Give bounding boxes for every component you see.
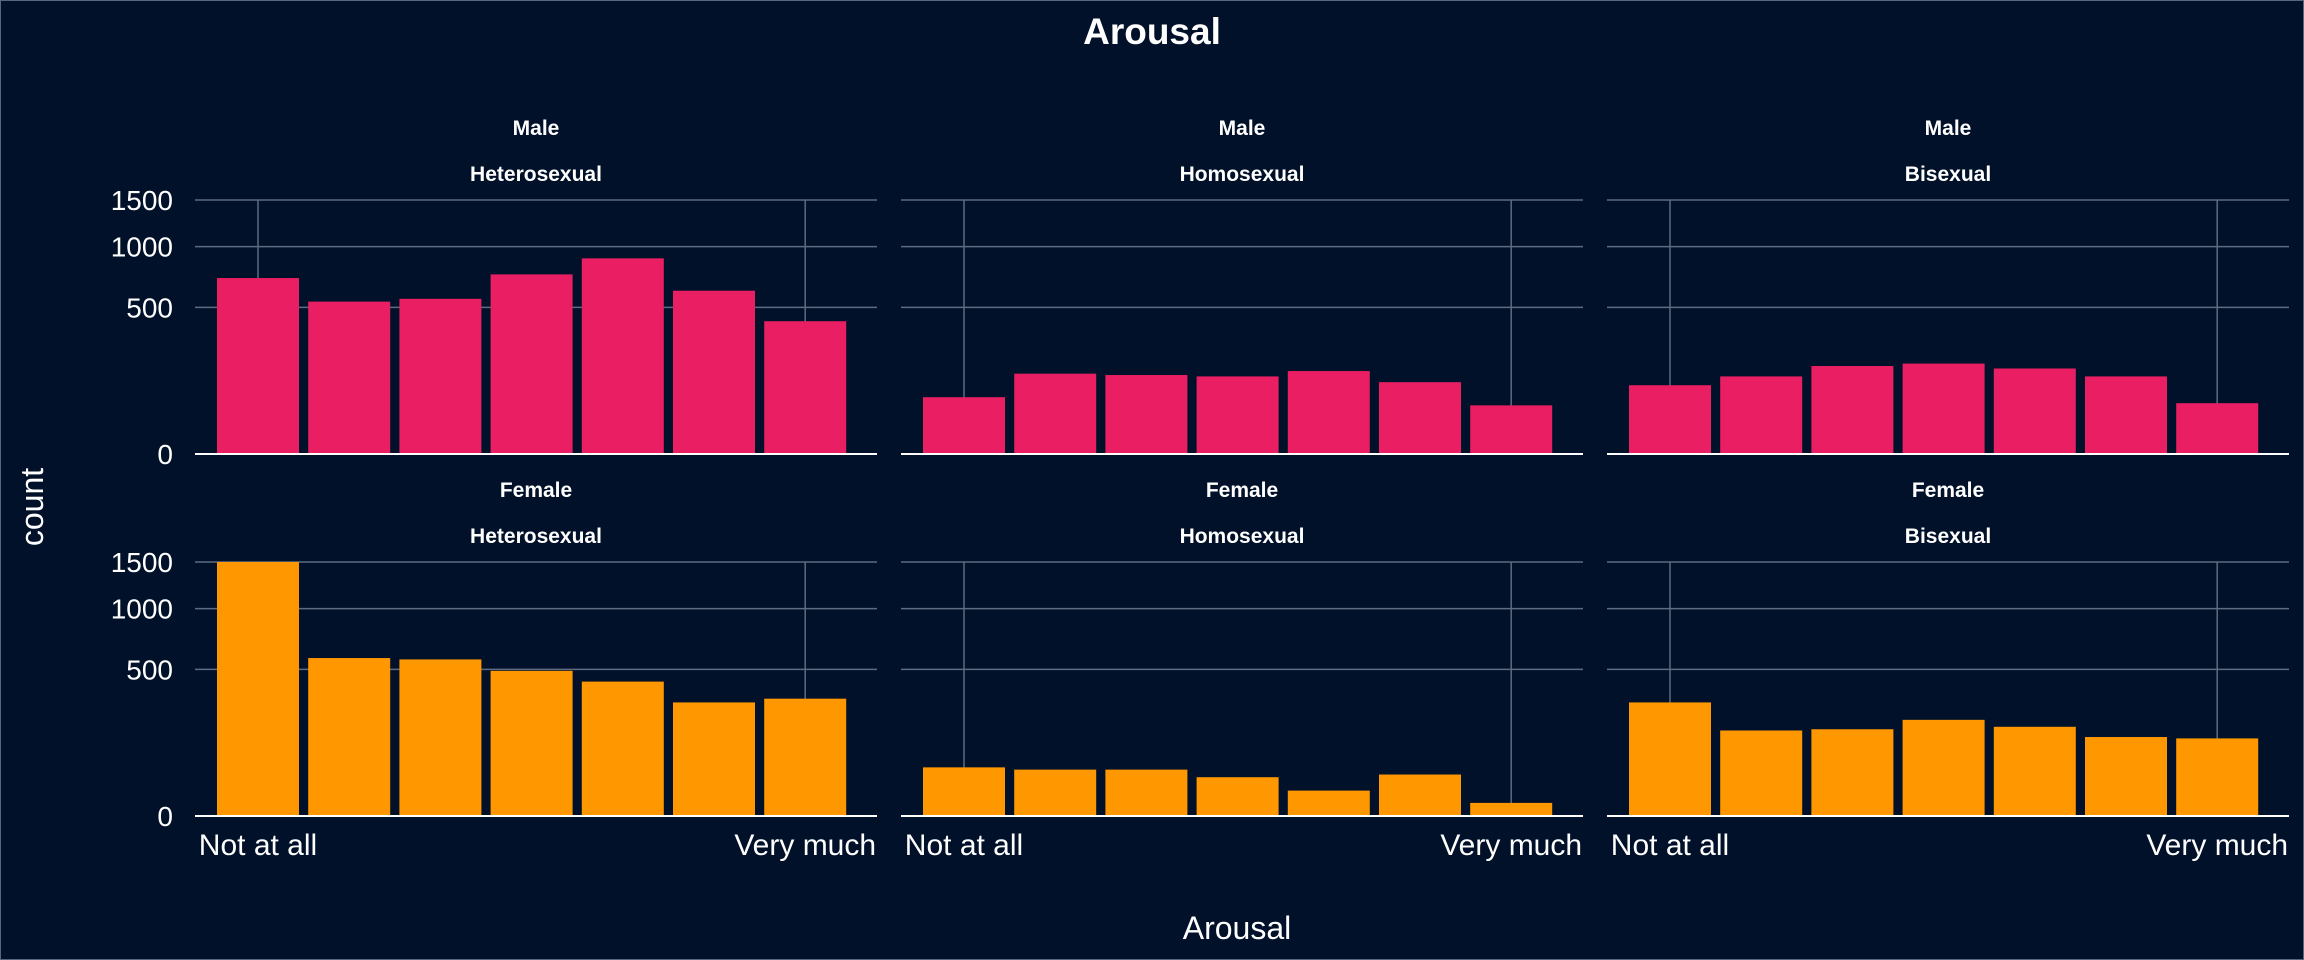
panel-female-homosexual: Female Homosexual Not at all Very much bbox=[901, 479, 1583, 862]
x-tick-label: Very much bbox=[2146, 829, 2288, 862]
x-tick-label: Very much bbox=[734, 829, 876, 862]
bar bbox=[1993, 726, 2076, 816]
bar bbox=[1720, 730, 1803, 816]
bar bbox=[1811, 729, 1894, 816]
bar bbox=[923, 397, 1005, 454]
x-tick-label: Very much bbox=[1440, 829, 1582, 862]
panel-female-heterosexual: Female Heterosexual 0 500 1000 1500 Not at all… bbox=[111, 479, 877, 862]
bar bbox=[1014, 769, 1097, 816]
bar bbox=[1993, 368, 2076, 454]
bar bbox=[1287, 371, 1370, 454]
bar bbox=[1470, 802, 1553, 816]
strip-label-orientation: Bisexual bbox=[1905, 163, 1991, 186]
bar bbox=[1379, 774, 1461, 816]
bar bbox=[1196, 777, 1279, 816]
bar bbox=[217, 562, 299, 816]
bar bbox=[1629, 702, 1711, 816]
bar bbox=[1720, 376, 1803, 454]
bar bbox=[2176, 403, 2259, 454]
y-tick-label: 1500 bbox=[111, 185, 173, 216]
bar bbox=[1629, 385, 1711, 454]
y-axis-title: count bbox=[14, 468, 50, 546]
x-axis-title: Arousal bbox=[1183, 910, 1292, 946]
bar bbox=[217, 278, 299, 454]
bar bbox=[2085, 737, 2167, 816]
bar bbox=[308, 301, 391, 454]
strip-label-orientation: Heterosexual bbox=[470, 163, 602, 186]
strip-label-gender: Male bbox=[1219, 117, 1266, 140]
x-tick-label: Not at all bbox=[199, 829, 317, 862]
strip-label-gender: Male bbox=[513, 117, 560, 140]
strip-label-gender: Female bbox=[1206, 479, 1278, 502]
bar bbox=[1014, 373, 1097, 454]
bar bbox=[308, 658, 391, 816]
bar bbox=[923, 767, 1005, 816]
strip-label-gender: Male bbox=[1925, 117, 1972, 140]
y-tick-label: 500 bbox=[126, 654, 173, 685]
bar bbox=[1470, 405, 1553, 454]
bar bbox=[1902, 363, 1985, 454]
panel-male-homosexual: Male Homosexual bbox=[901, 117, 1583, 455]
bar bbox=[1287, 790, 1370, 816]
bar bbox=[1105, 375, 1188, 454]
y-tick-label: 500 bbox=[126, 292, 173, 323]
bar bbox=[399, 659, 482, 816]
strip-label-gender: Female bbox=[1912, 479, 1984, 502]
bar bbox=[1902, 719, 1985, 816]
chart-title: Arousal bbox=[1083, 11, 1221, 52]
bar bbox=[673, 702, 755, 816]
bar bbox=[1105, 769, 1188, 816]
y-tick-label: 1000 bbox=[111, 232, 173, 263]
bar bbox=[1196, 376, 1279, 454]
bar bbox=[2176, 738, 2259, 816]
bar bbox=[1811, 366, 1894, 454]
panel-male-bisexual: Male Bisexual bbox=[1607, 117, 2289, 455]
y-tick-label: 0 bbox=[157, 801, 173, 832]
strip-label-gender: Female bbox=[500, 479, 572, 502]
bar bbox=[581, 258, 664, 454]
bar bbox=[399, 298, 482, 454]
bar bbox=[581, 681, 664, 816]
x-tick-label: Not at all bbox=[1611, 829, 1729, 862]
panel-female-bisexual: Female Bisexual Not at all Very much bbox=[1607, 479, 2289, 862]
bar bbox=[490, 274, 573, 454]
panels: Male Heterosexual 0 500 1000 1500 Male Homosexu… bbox=[111, 117, 2289, 862]
bar bbox=[764, 321, 847, 454]
y-tick-label: 1000 bbox=[111, 594, 173, 625]
bar bbox=[673, 290, 755, 454]
strip-label-orientation: Heterosexual bbox=[470, 525, 602, 548]
bar bbox=[1379, 382, 1461, 454]
strip-label-orientation: Homosexual bbox=[1180, 525, 1305, 548]
y-tick-label: 0 bbox=[157, 439, 173, 470]
bar bbox=[764, 698, 847, 816]
x-tick-label: Not at all bbox=[905, 829, 1023, 862]
bar bbox=[490, 670, 573, 816]
y-tick-label: 1500 bbox=[111, 547, 173, 578]
panel-male-heterosexual: Male Heterosexual 0 500 1000 1500 bbox=[111, 117, 877, 470]
bar bbox=[2085, 376, 2167, 454]
strip-label-orientation: Bisexual bbox=[1905, 525, 1991, 548]
strip-label-orientation: Homosexual bbox=[1180, 163, 1305, 186]
